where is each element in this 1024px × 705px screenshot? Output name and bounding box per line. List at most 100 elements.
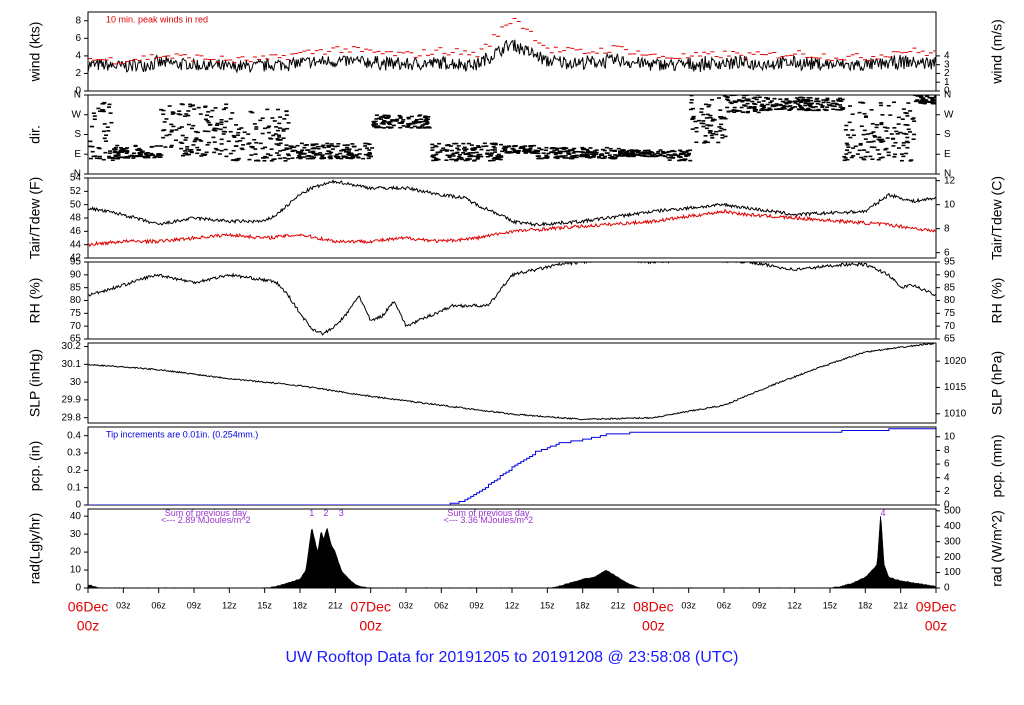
ytick-label-right-pcp: 6 [944,459,950,470]
annotation-rad: 1 [309,508,314,518]
panel-frame-pcp [87,426,937,506]
ytick-label-right-rh: 85 [944,282,956,293]
plot-area-temp [88,179,936,248]
ytick-label-left-pcp: 0.1 [67,482,81,493]
ytick-label-left-temp: 48 [70,213,82,224]
annotation-rad: 3 [339,508,344,518]
ytick-label-right-pcp: 4 [944,472,950,483]
ytick-label-right-rad: 200 [944,552,961,563]
ytick-label-left-rad: 0 [75,583,81,594]
xtick-label: 06z [717,600,732,610]
ytick-label-right-dir: N [944,169,951,180]
ytick-label-left-wind: 4 [75,51,81,62]
ytick-label-left-dir: N [74,90,81,101]
xtick-label: 06z [434,600,449,610]
xtick-label: 15z [540,600,555,610]
ylabel-left-wind: wind (kts) [27,22,43,83]
plot-area-dir [88,95,936,162]
xtick-label: 18z [293,600,308,610]
panel-frame-slp [87,342,937,424]
ytick-label-left-dir: E [74,149,81,160]
ytick-label-left-wind: 8 [75,15,81,26]
ytick-label-right-rad: 400 [944,521,961,532]
ytick-label-left-pcp: 0.4 [67,430,81,441]
ytick-label-left-slp: 29.9 [62,395,82,406]
xtick-label: 03z [681,600,696,610]
ytick-label-right-rh: 95 [944,257,956,268]
annotation-pcp: Tip increments are 0.01in. (0.254mm.) [106,429,258,439]
ytick-label-right-temp: 8 [944,223,950,234]
annotation-rad: Sum of previous day [447,508,530,518]
annotation-rad: Sum of previous day [165,508,248,518]
plot-area-slp [88,343,936,421]
ytick-label-left-pcp: 0.2 [67,465,81,476]
xtick-label: 09z [752,600,767,610]
ytick-label-right-wind: 3 [944,59,950,70]
ytick-label-left-dir: N [74,169,81,180]
ylabel-left-pcp: pcp. (in) [27,441,43,492]
ytick-label-left-rh: 80 [70,295,82,306]
xtick-label: 18z [858,600,873,610]
ytick-label-right-pcp: 2 [944,486,950,497]
annotation-rad: <--- 3.36 MJoules/m^2 [444,515,534,525]
annotation-rad: <--- 2.89 MJoules/m^2 [161,515,251,525]
annotation-wind: 10 min. peak winds in red [106,14,208,24]
ytick-label-right-slp: 1015 [944,382,967,393]
ytick-label-left-slp: 30.2 [62,341,82,352]
ytick-label-right-rh: 65 [944,334,956,345]
ytick-label-left-slp: 29.8 [62,412,82,423]
ytick-label-left-rh: 90 [70,269,82,280]
ytick-label-right-dir: N [944,90,951,101]
series-line-wind-0 [88,39,936,74]
xtick-label: 21z [328,600,343,610]
ytick-label-right-dir: S [944,129,951,140]
ytick-label-right-rad: 0 [944,583,950,594]
ytick-label-right-rad: 100 [944,567,961,578]
ytick-label-left-pcp: 0.3 [67,448,81,459]
xtick-hour-label: 00z [642,618,665,634]
ytick-label-left-temp: 46 [70,226,82,237]
ytick-label-left-rad: 40 [70,511,82,522]
xtick-hour-label: 00z [925,618,948,634]
ylabel-right-rh: RH (%) [989,278,1005,324]
plot-area-pcp [88,428,936,505]
ytick-label-left-wind: 6 [75,33,81,44]
plot-area-rh [88,262,936,336]
ytick-label-left-dir: S [74,129,81,140]
ytick-label-left-temp: 50 [70,199,82,210]
ytick-label-right-dir: E [944,149,951,160]
xtick-date-label: 08Dec [633,599,673,615]
annotation-rad: 2 [323,508,328,518]
xtick-date-label: 09Dec [916,599,956,615]
ylabel-left-dir: dir. [27,125,43,144]
ytick-label-left-temp: 54 [70,173,82,184]
ytick-label-left-temp: 44 [70,239,82,250]
plot-area-rad [88,516,936,588]
ytick-label-left-wind: 2 [75,68,81,79]
xtick-label: 09z [469,600,484,610]
xtick-label: 09z [187,600,202,610]
ytick-label-right-rad: 300 [944,536,961,547]
ytick-label-right-wind: 4 [944,51,950,62]
ytick-label-left-rh: 65 [70,334,82,345]
xtick-label: 12z [222,600,237,610]
ytick-label-right-pcp: 10 [944,431,956,442]
xtick-label: 12z [505,600,520,610]
ytick-label-right-temp: 10 [944,199,956,210]
ytick-label-right-temp: 6 [944,247,950,258]
xtick-date-label: 07Dec [350,599,390,615]
ytick-label-right-slp: 1010 [944,408,967,419]
ytick-label-left-rad: 10 [70,565,82,576]
ytick-label-right-temp: 12 [944,175,956,186]
ylabel-left-rh: RH (%) [27,278,43,324]
series-line-temp-0 [88,179,936,228]
ytick-label-right-pcp: 8 [944,445,950,456]
ytick-label-left-temp: 52 [70,186,82,197]
ylabel-right-pcp: pcp. (mm) [989,435,1005,498]
ytick-label-left-wind: 0 [75,86,81,97]
ytick-label-right-rh: 75 [944,308,956,319]
ytick-label-left-slp: 30 [70,377,82,388]
ylabel-right-slp: SLP (hPa) [989,351,1005,415]
figure-title: UW Rooftop Data for 20191205 to 20191208… [285,649,739,666]
